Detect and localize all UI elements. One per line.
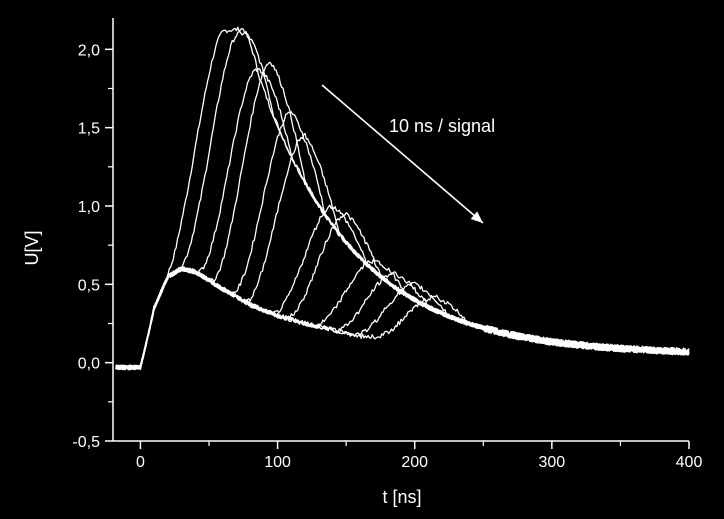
x-tick-label: 0 [136, 454, 145, 471]
x-axis-label: t [ns] [382, 487, 421, 507]
ticks: 0 100 200 300 400 -0,5 0,0 0,5 1,0 1,5 2,0 [72, 42, 702, 471]
x-tick-label: 300 [539, 454, 566, 471]
arrow-shaft [321, 84, 484, 224]
y-axis-label: U[V] [22, 230, 42, 265]
y-tick-label: 2,0 [78, 42, 100, 59]
arrow-head [470, 211, 483, 223]
x-tick-label: 400 [676, 454, 703, 471]
y-tick-label: 1,0 [78, 199, 100, 216]
x-tick-label: 100 [264, 454, 291, 471]
series-line-12 [115, 268, 690, 370]
annotation-label: 10 ns / signal [389, 116, 495, 136]
y-tick-label: -0,5 [72, 434, 100, 451]
y-tick-label: 0,0 [78, 356, 100, 373]
y-tick-label: 1,5 [78, 121, 100, 138]
annotation-arrow [321, 84, 484, 224]
series-curves [115, 26, 690, 371]
y-tick-label: 0,5 [78, 277, 100, 294]
labels: t [ns] U[V] 10 ns / signal [22, 116, 495, 507]
x-tick-label: 200 [401, 454, 428, 471]
